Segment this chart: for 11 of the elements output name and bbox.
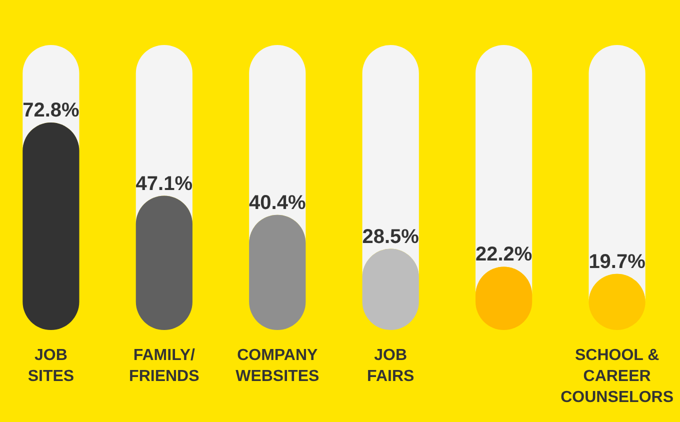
x-tick-label: JOB FAIRS <box>367 347 414 385</box>
x-tick-label: JOB SITES <box>28 347 74 385</box>
data-label: 72.8% <box>22 100 80 122</box>
data-label: 40.4% <box>249 192 306 214</box>
x-tick-label: SCHOOL & CAREER COUNSELORS <box>560 347 674 406</box>
x-tick-label: FAMILY/ FRIENDS <box>129 347 200 385</box>
data-label: 28.5% <box>362 226 420 248</box>
data-label: 19.7% <box>588 250 646 273</box>
x-tick-label: COMPANY WEBSITES <box>236 347 320 385</box>
data-label: 22.2% <box>475 244 532 266</box>
data-label: 47.1% <box>136 172 193 195</box>
